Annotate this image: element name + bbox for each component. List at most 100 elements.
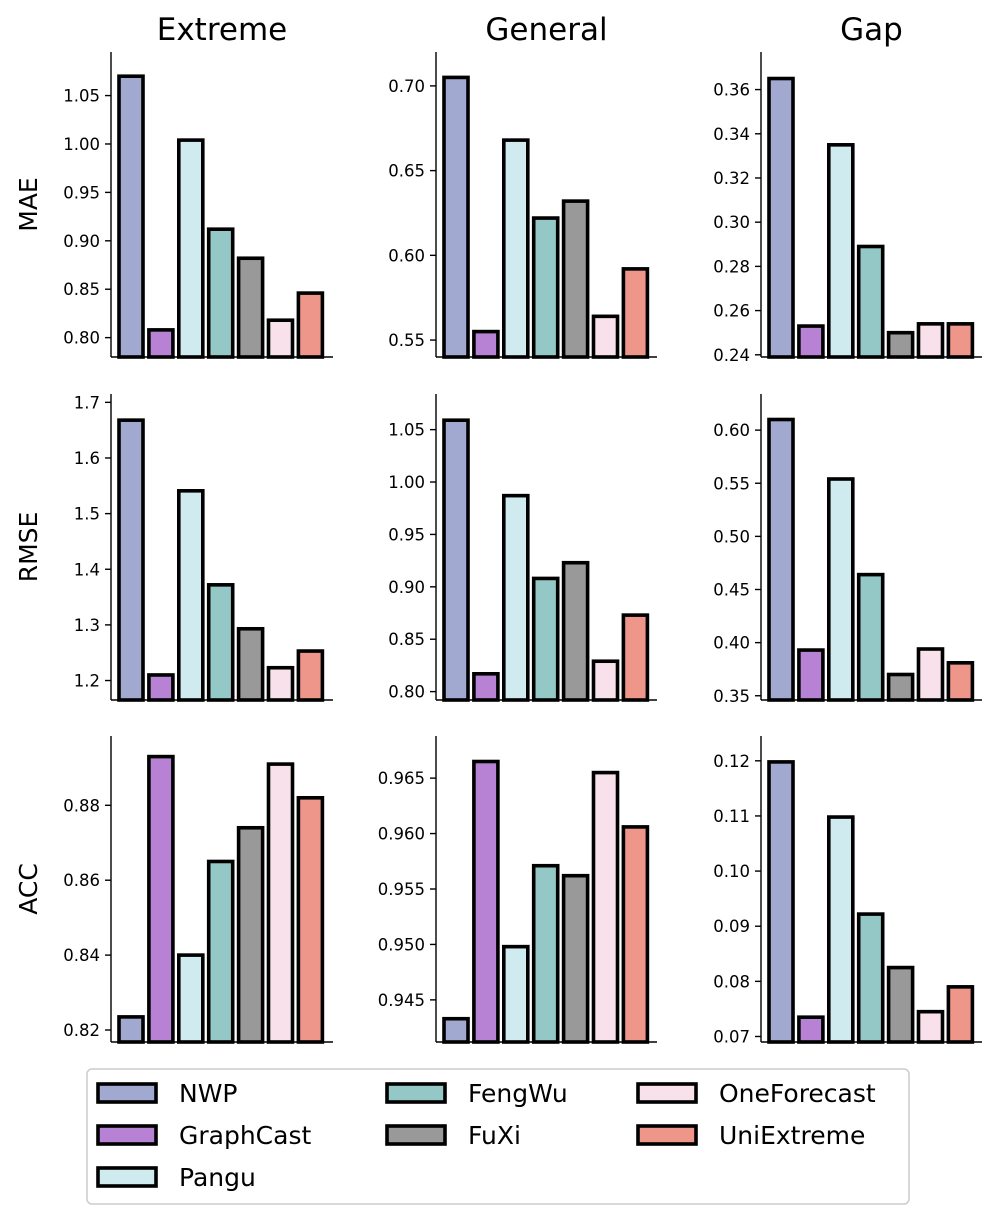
y-tick-label: 0.55 bbox=[713, 474, 750, 493]
y-tick-label: 0.07 bbox=[713, 1027, 750, 1046]
bar-pangu bbox=[501, 493, 530, 702]
legend-label-fengwu: FengWu bbox=[468, 1079, 568, 1108]
bar-fengwu bbox=[856, 244, 885, 359]
column-title-extreme: Extreme bbox=[157, 12, 288, 48]
y-tick-label: 0.35 bbox=[713, 687, 750, 706]
bar-nwp bbox=[767, 76, 795, 359]
y-tick-label: 0.45 bbox=[713, 581, 750, 600]
row-label-rmse: RMSE bbox=[14, 512, 43, 583]
y-tick-label: 0.95 bbox=[388, 525, 425, 544]
y-tick-label: 0.80 bbox=[388, 683, 425, 702]
bar-oneforecast bbox=[916, 322, 945, 359]
legend-label-graphcast: GraphCast bbox=[179, 1121, 311, 1150]
y-tick-label: 0.12 bbox=[713, 752, 750, 771]
legend-swatch-uniextreme bbox=[636, 1124, 698, 1146]
bar-uniextreme bbox=[946, 985, 975, 1044]
legend-swatch-fuxi bbox=[385, 1124, 447, 1146]
bar-fuxi bbox=[236, 825, 265, 1044]
bar-graphcast bbox=[147, 673, 175, 702]
bar-fengwu bbox=[856, 572, 885, 702]
bar-graphcast bbox=[147, 754, 175, 1044]
bar-nwp bbox=[442, 418, 470, 702]
panel-mae-general: 0.55 0.60 0.65 0.70 bbox=[388, 52, 657, 359]
y-tick-label: 1.05 bbox=[63, 87, 100, 106]
bar-graphcast bbox=[797, 324, 825, 359]
bar-uniextreme bbox=[621, 825, 650, 1044]
bar-fuxi bbox=[886, 330, 915, 359]
legend-item-nwp: NWP bbox=[96, 1079, 238, 1108]
y-tick-label: 0.85 bbox=[388, 630, 425, 649]
bar-uniextreme bbox=[621, 267, 650, 359]
bar-pangu bbox=[826, 477, 855, 702]
bar-nwp bbox=[767, 760, 795, 1044]
y-tick-label: 0.11 bbox=[713, 807, 750, 826]
y-tick-label: 0.86 bbox=[63, 871, 100, 890]
y-tick-label: 1.6 bbox=[74, 449, 100, 468]
y-tick-label: 1.3 bbox=[74, 616, 100, 635]
panel-rmse-gap: 0.35 0.40 0.45 0.50 0.55 0.60 bbox=[713, 394, 982, 706]
bar-oneforecast bbox=[591, 314, 620, 359]
y-tick-label: 1.5 bbox=[74, 505, 100, 524]
y-tick-label: 0.60 bbox=[713, 421, 750, 440]
bar-oneforecast bbox=[591, 770, 620, 1044]
bar-uniextreme bbox=[296, 795, 325, 1044]
bar-fuxi bbox=[886, 965, 915, 1044]
bar-fuxi bbox=[561, 199, 590, 359]
bar-pangu bbox=[826, 815, 855, 1044]
y-tick-label: 0.965 bbox=[378, 769, 425, 788]
column-title-gap: Gap bbox=[840, 12, 903, 48]
bar-graphcast bbox=[472, 672, 500, 702]
y-tick-label: 0.10 bbox=[713, 862, 750, 881]
legend-item-pangu: Pangu bbox=[96, 1163, 256, 1192]
y-tick-label: 0.50 bbox=[713, 527, 750, 546]
legend-swatch-nwp bbox=[96, 1082, 158, 1104]
panels-layer: Extreme General GapMAERMSEACC0.800.850.900… bbox=[14, 12, 982, 1046]
y-tick-label: 1.00 bbox=[63, 135, 100, 154]
bar-fengwu bbox=[531, 863, 560, 1044]
bar-oneforecast bbox=[916, 647, 945, 702]
y-tick-label: 0.80 bbox=[63, 329, 100, 348]
bar-nwp bbox=[442, 75, 470, 359]
panel-mae-gap: 0.24 0.26 0.28 0.30 0.32 0.34 0.36 bbox=[713, 52, 982, 365]
bar-oneforecast bbox=[266, 762, 295, 1044]
y-tick-label: 0.65 bbox=[388, 162, 425, 181]
panel-rmse-general: 0.80 0.85 0.90 0.95 1.00 1.05 bbox=[388, 394, 657, 702]
legend-item-fengwu: FengWu bbox=[385, 1079, 568, 1108]
bar-uniextreme bbox=[946, 661, 975, 702]
bar-fuxi bbox=[561, 873, 590, 1044]
y-tick-label: 0.08 bbox=[713, 972, 750, 991]
legend-swatch-pangu bbox=[96, 1166, 158, 1188]
legend-item-oneforecast: OneForecast bbox=[636, 1079, 876, 1108]
legend-swatch-graphcast bbox=[96, 1124, 158, 1146]
bar-nwp bbox=[767, 417, 795, 702]
bar-fuxi bbox=[236, 626, 265, 702]
legend-label-uniextreme: UniExtreme bbox=[719, 1121, 865, 1150]
row-label-mae: MAE bbox=[14, 177, 43, 231]
bar-fengwu bbox=[206, 859, 235, 1044]
y-tick-label: 0.36 bbox=[713, 81, 750, 100]
legend-frame bbox=[86, 1068, 910, 1205]
bar-fengwu bbox=[206, 583, 235, 702]
y-tick-label: 0.88 bbox=[63, 796, 100, 815]
legend-item-graphcast: GraphCast bbox=[96, 1121, 311, 1150]
column-title-general: General bbox=[485, 12, 607, 48]
panel-acc-extreme: 0.82 0.84 0.86 0.88 bbox=[63, 736, 333, 1044]
legend-swatch-oneforecast bbox=[636, 1082, 698, 1104]
y-tick-label: 0.950 bbox=[378, 935, 425, 954]
y-tick-label: 0.09 bbox=[713, 917, 750, 936]
bar-nwp bbox=[442, 1016, 470, 1044]
y-tick-label: 0.55 bbox=[388, 331, 425, 350]
y-tick-label: 1.4 bbox=[74, 560, 100, 579]
bar-oneforecast bbox=[266, 665, 295, 702]
y-tick-label: 0.30 bbox=[713, 213, 750, 232]
bar-uniextreme bbox=[296, 649, 325, 702]
bar-uniextreme bbox=[946, 322, 975, 359]
y-tick-label: 0.28 bbox=[713, 257, 750, 276]
row-label-acc: ACC bbox=[14, 863, 43, 915]
y-tick-label: 0.34 bbox=[713, 125, 750, 144]
bar-uniextreme bbox=[621, 613, 650, 702]
panel-acc-gap: 0.07 0.08 0.09 0.10 0.11 0.12 bbox=[713, 736, 982, 1046]
legend: NWP GraphCast Pangu FengWu FuXi OneForecast Un… bbox=[86, 1068, 910, 1205]
bar-pangu bbox=[826, 143, 855, 359]
